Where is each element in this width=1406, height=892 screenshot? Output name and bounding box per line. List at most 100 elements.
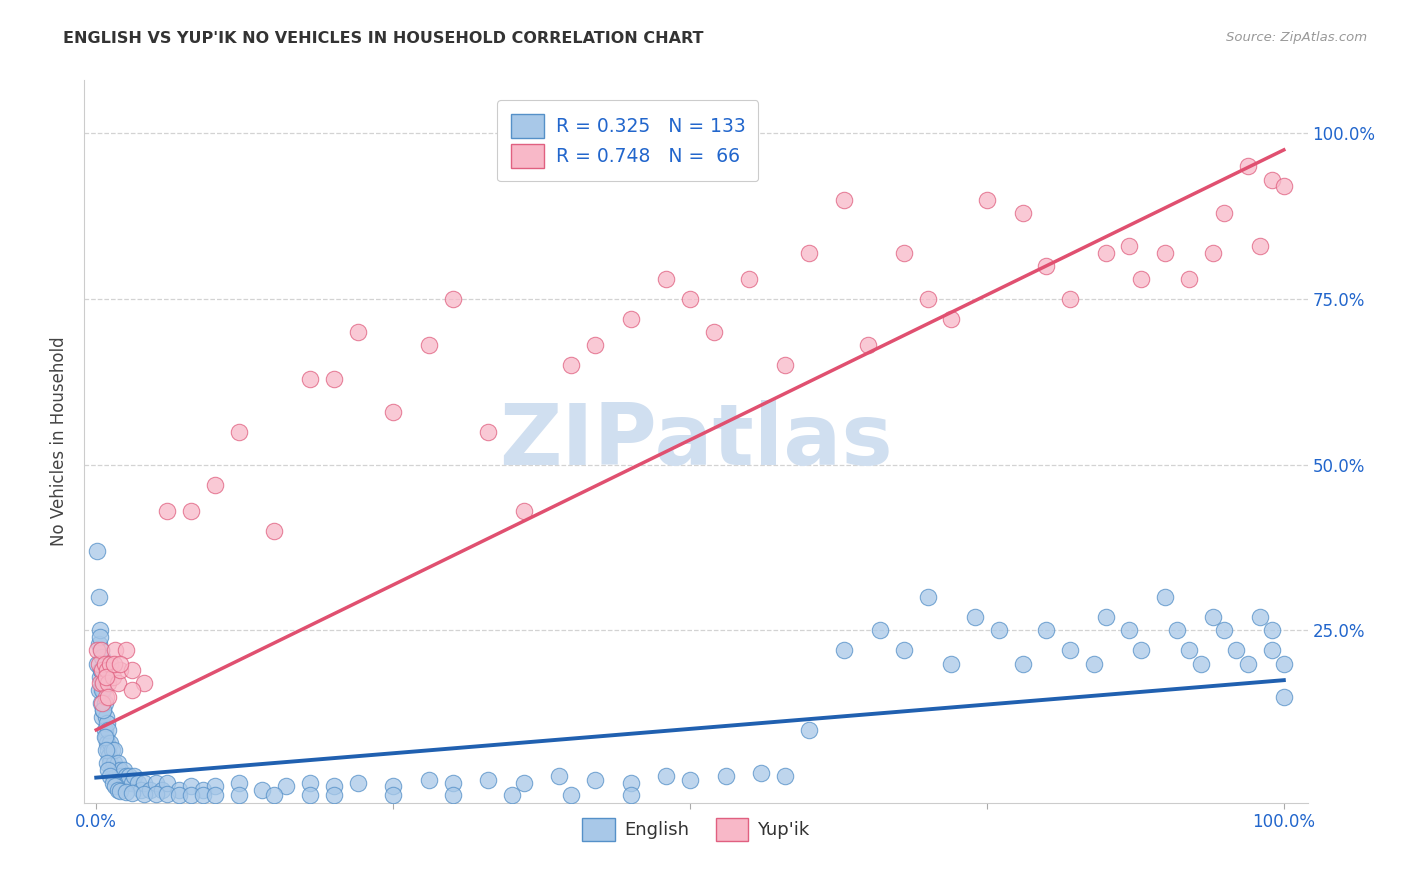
Point: [869, 624, 891, 638]
Point: [122, 769, 145, 783]
Point: [1261, 624, 1284, 638]
Point: [91, 683, 114, 698]
Point: [91, 650, 114, 665]
Point: [121, 663, 143, 677]
Point: [382, 405, 405, 419]
Point: [107, 782, 129, 797]
Point: [1166, 624, 1188, 638]
Point: [322, 788, 344, 802]
Point: [115, 785, 138, 799]
Point: [513, 776, 536, 790]
Point: [418, 338, 440, 352]
Point: [441, 788, 464, 802]
Point: [131, 782, 153, 797]
Point: [150, 782, 173, 797]
Point: [1213, 624, 1236, 638]
Point: [97, 690, 120, 704]
Point: [1189, 657, 1212, 671]
Point: [1130, 272, 1153, 286]
Point: [156, 787, 179, 801]
Text: ZIPatlas: ZIPatlas: [499, 400, 893, 483]
Point: [987, 624, 1010, 638]
Point: [91, 663, 114, 677]
Point: [96, 736, 118, 750]
Point: [893, 245, 915, 260]
Point: [1272, 179, 1295, 194]
Point: [94, 743, 117, 757]
Point: [100, 736, 122, 750]
Point: [679, 772, 702, 787]
Point: [107, 756, 129, 770]
Point: [93, 697, 115, 711]
Point: [91, 697, 114, 711]
Point: [298, 371, 321, 385]
Point: [1213, 206, 1236, 220]
Point: [834, 193, 856, 207]
Point: [112, 763, 135, 777]
Point: [108, 663, 131, 677]
Point: [1035, 259, 1057, 273]
Point: [749, 766, 772, 780]
Point: [773, 769, 796, 783]
Point: [893, 643, 915, 657]
Point: [108, 784, 131, 798]
Point: [103, 657, 125, 671]
Point: [976, 193, 998, 207]
Point: [94, 670, 117, 684]
Point: [941, 312, 963, 326]
Point: [101, 769, 124, 783]
Point: [191, 788, 214, 802]
Point: [115, 776, 138, 790]
Point: [501, 788, 523, 802]
Point: [87, 591, 110, 605]
Point: [90, 643, 112, 657]
Point: [97, 676, 120, 690]
Point: [111, 776, 134, 790]
Point: [204, 477, 226, 491]
Point: [108, 657, 131, 671]
Point: [917, 292, 939, 306]
Point: [963, 610, 986, 624]
Legend: English, Yup'ik: English, Yup'ik: [575, 810, 817, 848]
Point: [298, 788, 321, 802]
Point: [98, 749, 121, 764]
Point: [298, 776, 321, 790]
Point: [91, 676, 114, 690]
Point: [138, 782, 160, 797]
Point: [1201, 610, 1223, 624]
Point: [93, 730, 115, 744]
Point: [560, 359, 582, 373]
Point: [96, 756, 118, 770]
Point: [1011, 206, 1033, 220]
Point: [620, 788, 643, 802]
Point: [263, 788, 285, 802]
Point: [1059, 292, 1081, 306]
Point: [180, 779, 202, 793]
Point: [107, 676, 129, 690]
Point: [441, 292, 464, 306]
Point: [856, 338, 879, 352]
Point: [1154, 591, 1177, 605]
Point: [1083, 657, 1105, 671]
Point: [583, 772, 606, 787]
Point: [276, 779, 298, 793]
Point: [132, 676, 155, 690]
Point: [263, 524, 285, 538]
Point: [89, 676, 111, 690]
Point: [89, 630, 111, 644]
Point: [228, 788, 250, 802]
Point: [93, 683, 115, 698]
Point: [91, 709, 114, 723]
Point: [1059, 643, 1081, 657]
Point: [104, 763, 127, 777]
Point: [1154, 245, 1177, 260]
Point: [86, 643, 108, 657]
Point: [100, 743, 122, 757]
Point: [252, 782, 274, 797]
Point: [797, 245, 820, 260]
Point: [90, 663, 112, 677]
Point: [382, 779, 405, 793]
Point: [703, 325, 725, 339]
Point: [169, 782, 191, 797]
Point: [132, 776, 155, 790]
